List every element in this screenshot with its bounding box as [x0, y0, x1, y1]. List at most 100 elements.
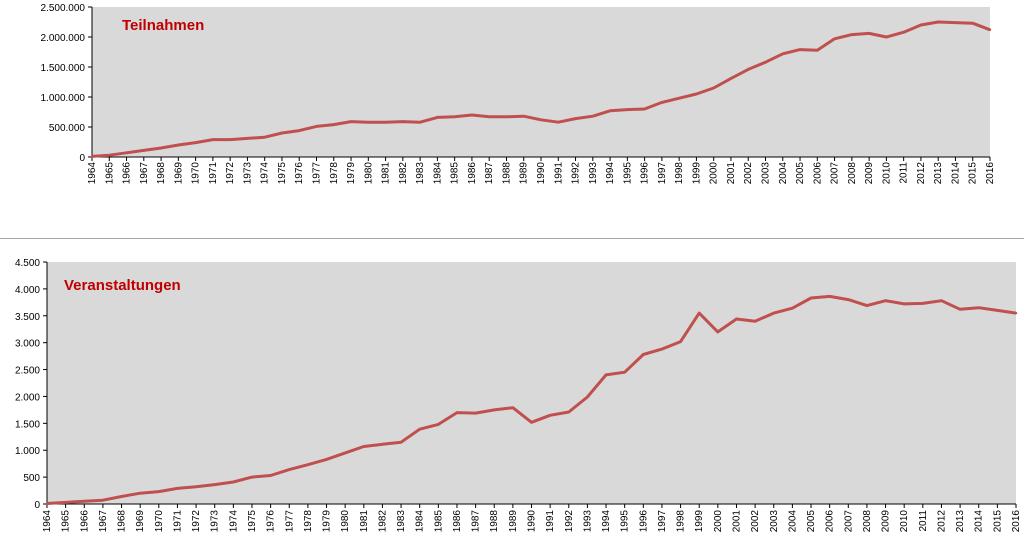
- x-tick-label: 1985: [433, 510, 444, 533]
- data-point: [809, 296, 813, 300]
- x-tick-label: 2007: [843, 510, 854, 533]
- data-point: [83, 500, 86, 503]
- data-point: [298, 129, 301, 132]
- data-point: [194, 141, 197, 144]
- data-point: [470, 113, 474, 117]
- x-tick-label: 2012: [916, 162, 927, 185]
- data-point: [384, 121, 387, 124]
- data-point: [764, 61, 767, 64]
- data-point: [586, 395, 589, 399]
- data-point: [474, 411, 477, 415]
- x-tick-label: 1980: [340, 510, 351, 533]
- data-point: [250, 475, 254, 479]
- x-tick-label: 2010: [881, 162, 892, 185]
- x-tick-label: 1965: [104, 162, 115, 185]
- data-point: [791, 307, 794, 310]
- data-point: [522, 115, 525, 118]
- data-point: [567, 410, 570, 414]
- data-point: [539, 118, 543, 122]
- x-tick-label: 1970: [154, 510, 165, 533]
- data-point: [401, 120, 405, 123]
- x-tick-label: 2003: [761, 162, 772, 185]
- data-point: [548, 414, 552, 417]
- data-point: [604, 373, 608, 377]
- x-tick-label: 1978: [303, 510, 314, 533]
- data-point: [884, 299, 887, 302]
- x-tick-label: 2004: [778, 162, 789, 185]
- chart-title: Teilnahmen: [122, 17, 204, 34]
- y-tick-label: 2.000.000: [41, 33, 86, 44]
- data-point: [695, 92, 698, 96]
- x-tick-label: 1992: [564, 510, 575, 533]
- data-point: [753, 319, 757, 323]
- data-point: [902, 31, 905, 34]
- data-point: [626, 108, 629, 111]
- x-tick-label: 2008: [847, 162, 858, 185]
- y-tick-label: 2.000: [15, 392, 40, 403]
- x-tick-label: 1987: [484, 162, 495, 185]
- data-point: [45, 502, 49, 505]
- data-point: [343, 451, 347, 455]
- data-point: [919, 23, 923, 27]
- data-point: [679, 340, 682, 343]
- x-tick-label: 1970: [191, 162, 202, 185]
- x-tick-label: 1981: [359, 510, 370, 533]
- x-tick-label: 1969: [135, 510, 146, 533]
- x-tick-label: 1973: [242, 162, 253, 185]
- x-tick-label: 1974: [228, 510, 239, 533]
- x-tick-label: 1977: [312, 162, 323, 185]
- data-point: [487, 115, 491, 119]
- x-tick-label: 1976: [294, 162, 305, 185]
- x-tick-label: 1988: [501, 162, 512, 185]
- data-point: [418, 121, 422, 124]
- y-tick-label: 4.000: [15, 285, 40, 296]
- data-point: [642, 353, 645, 356]
- y-tick-label: 1.000: [15, 446, 40, 457]
- x-tick-label: 1993: [582, 510, 593, 533]
- x-tick-label: 1967: [139, 162, 150, 185]
- data-point: [176, 487, 179, 490]
- y-tick-label: 0: [79, 153, 85, 164]
- y-tick-label: 0: [34, 500, 40, 511]
- data-point: [108, 154, 111, 157]
- data-point: [159, 146, 163, 150]
- x-tick-label: 1983: [415, 162, 426, 185]
- data-point: [177, 143, 180, 147]
- x-tick-label: 1971: [172, 510, 183, 533]
- x-tick-label: 2013: [955, 510, 966, 533]
- data-point: [865, 304, 869, 307]
- x-tick-label: 2000: [713, 510, 724, 533]
- x-tick-label: 1966: [122, 162, 133, 185]
- data-point: [511, 406, 515, 409]
- x-tick-label: 1991: [545, 510, 556, 533]
- x-tick-label: 1975: [277, 162, 288, 185]
- data-point: [735, 317, 738, 321]
- x-tick-label: 2013: [933, 162, 944, 185]
- x-tick-label: 2011: [918, 510, 929, 532]
- x-tick-label: 1973: [210, 510, 221, 533]
- x-tick-label: 1996: [640, 162, 651, 185]
- y-tick-label: 3.000: [15, 339, 40, 350]
- data-point: [921, 302, 925, 305]
- x-tick-label: 1972: [191, 510, 202, 533]
- x-tick-label: 1984: [415, 510, 426, 533]
- data-point: [453, 115, 456, 119]
- x-tick-label: 1979: [346, 162, 357, 185]
- y-tick-label: 500.000: [49, 123, 86, 134]
- x-tick-label: 1975: [247, 510, 258, 533]
- x-tick-label: 1992: [571, 162, 582, 185]
- x-tick-label: 1998: [676, 510, 687, 533]
- x-tick-label: 1971: [208, 162, 219, 185]
- data-point: [977, 306, 980, 309]
- x-tick-label: 2001: [731, 510, 742, 533]
- x-tick-label: 1968: [156, 162, 167, 185]
- chart-title: Veranstaltungen: [64, 277, 181, 294]
- data-point: [90, 155, 94, 158]
- x-tick-label: 1980: [363, 162, 374, 185]
- y-tick-label: 3.500: [15, 312, 40, 323]
- x-tick-label: 1991: [553, 162, 564, 185]
- x-tick-label: 2015: [992, 510, 1003, 533]
- x-tick-label: 1982: [377, 510, 388, 533]
- data-point: [213, 483, 216, 486]
